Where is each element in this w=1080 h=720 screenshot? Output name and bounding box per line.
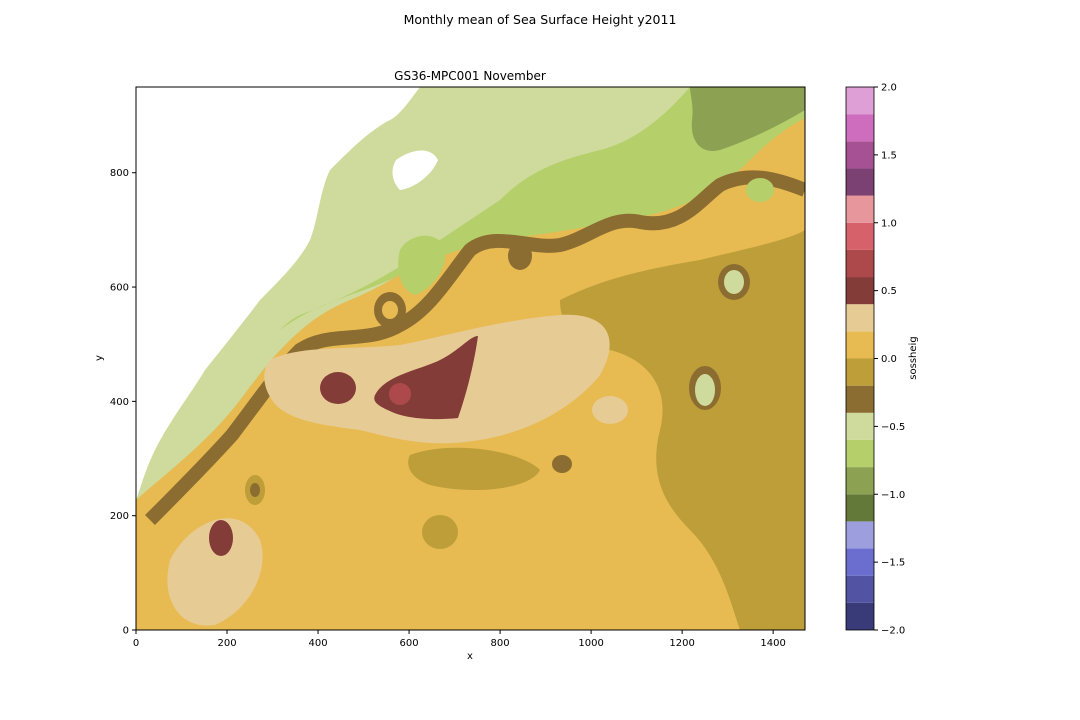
- x-axis-label: x: [467, 651, 473, 662]
- colorbar-segments: [846, 87, 874, 630]
- colorbar-segment: [846, 358, 874, 386]
- colorbar-segment: [846, 494, 874, 522]
- colorbar-segment: [846, 114, 874, 142]
- field-cold-eddy-c-core: [382, 301, 398, 319]
- sea-surface-height-field: [136, 87, 805, 630]
- colorbar-segment: [846, 439, 874, 468]
- field-gulf-stream-front: [145, 170, 805, 525]
- x-tick-label: 1200: [669, 638, 694, 649]
- y-tick-label: 200: [110, 511, 129, 522]
- colorbar-segment: [846, 222, 874, 250]
- colorbar-segment: [846, 521, 874, 549]
- colorbar-label: sossheig: [908, 336, 919, 379]
- colorbar-tick-label: 2.0: [881, 83, 897, 94]
- colorbar-segment: [846, 602, 874, 630]
- y-tick-label: 0: [123, 626, 129, 637]
- colorbar-segment: [846, 87, 874, 115]
- colorbar-tick-label: 0.0: [881, 354, 897, 365]
- x-tick-label: 800: [491, 638, 510, 649]
- field-eddy-core: [389, 383, 411, 405]
- colorbar-tick-label: −0.5: [881, 422, 905, 433]
- colorbar-segment: [846, 548, 874, 576]
- colorbar-segment: [846, 575, 874, 603]
- x-tick-label: 0: [133, 638, 139, 649]
- field-small-eddy-f: [592, 396, 628, 424]
- land-mask-island: [392, 150, 438, 190]
- y-axis-label: y: [94, 355, 105, 361]
- y-tick-label: 800: [110, 168, 129, 179]
- figure-suptitle: Monthly mean of Sea Surface Height y2011: [404, 12, 677, 27]
- colorbar: −2.0 −1.5 −1.0 −0.5 0.0 0.5 1.0 1.5 2.0 sossheig: [845, 83, 919, 637]
- colorbar-tick-label: −2.0: [881, 626, 905, 637]
- field-eastern-basin: [560, 230, 805, 630]
- colorbar-tick-label: 1.5: [881, 150, 897, 161]
- field-small-eddy-e: [552, 455, 572, 473]
- colorbar-segment: [846, 385, 874, 413]
- field-northeast-low: [690, 87, 805, 151]
- colorbar-segment: [846, 249, 874, 278]
- plot-area: 0 200 400 600 800 1000 1200 1400 0200400600800 …: [94, 86, 806, 662]
- x-axis: 0 200 400 600 800 1000 1200 1400: [133, 630, 786, 649]
- field-cold-eddy-a-core: [695, 374, 715, 406]
- field-small-eddy-g: [422, 515, 458, 549]
- field-basin-patch: [408, 447, 540, 490]
- colorbar-tick-label: 1.0: [881, 218, 897, 229]
- x-tick-label: 1000: [578, 638, 603, 649]
- field-small-eddy-h: [746, 178, 774, 202]
- colorbar-ticks: −2.0 −1.5 −1.0 −0.5 0.0 0.5 1.0 1.5 2.0: [874, 83, 905, 637]
- y-tick-label: 400: [110, 397, 129, 408]
- colorbar-segment: [846, 412, 874, 440]
- colorbar-segment: [846, 331, 874, 359]
- field-small-eddy-i: [508, 242, 532, 270]
- field-warm-eddy-south: [209, 520, 233, 556]
- field-cold-eddy-b-core: [724, 270, 744, 294]
- colorbar-tick-label: −1.5: [881, 558, 905, 569]
- colorbar-tick-label: −1.0: [881, 490, 905, 501]
- colorbar-segment: [846, 467, 874, 495]
- field-shelf-lobe: [398, 235, 446, 295]
- x-tick-label: 1400: [760, 638, 785, 649]
- plot-frame: [135, 86, 806, 631]
- x-tick-label: 400: [308, 638, 327, 649]
- field-warm-core-south: [167, 518, 263, 626]
- colorbar-tick-label: 0.5: [881, 286, 897, 297]
- colorbar-segment: [846, 168, 874, 196]
- colorbar-segment: [846, 304, 874, 332]
- colorbar-segment: [846, 277, 874, 305]
- field-small-eddy-d-core: [250, 483, 260, 497]
- land-mask: [136, 87, 420, 500]
- y-tick-label: 600: [110, 283, 129, 294]
- field-warm-eddy-west: [320, 372, 356, 404]
- x-tick-label: 600: [400, 638, 419, 649]
- chart-title: GS36-MPC001 November: [394, 69, 546, 83]
- y-axis: 0 200 400 600 800: [110, 168, 136, 637]
- colorbar-segment: [846, 141, 874, 169]
- x-tick-label: 200: [217, 638, 236, 649]
- colorbar-segment: [846, 195, 874, 223]
